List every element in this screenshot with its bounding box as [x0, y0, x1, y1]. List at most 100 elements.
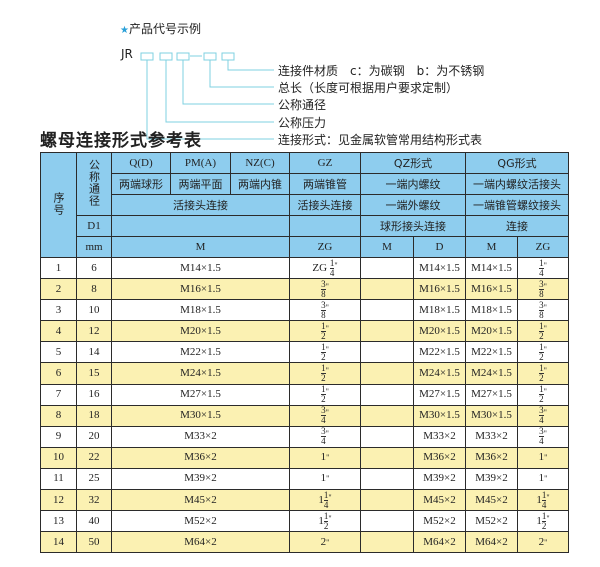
cell-qg-zg: 1 2 "	[517, 320, 570, 343]
thread-size: 3 4 "	[539, 405, 547, 426]
cell-qg-m: M20×1.5	[465, 320, 519, 343]
header-connection: 一端锥管螺纹接头	[465, 194, 570, 216]
cell-m: M16×1.5	[111, 278, 290, 301]
cell-d1: 10	[76, 299, 112, 322]
thread-size: 1 1 2 "	[536, 510, 550, 531]
table-row: 12 32 M45×2 1 1 4 " M45×2 M45×2 1 1 4 "	[40, 489, 570, 512]
star-icon: ★	[120, 25, 129, 36]
cell-qg-m: M14×1.5	[465, 256, 519, 280]
cell-qg-zg: 1"	[517, 467, 570, 491]
cell-qz-m	[360, 362, 414, 385]
thread-size: 3 8 "	[539, 278, 547, 299]
header-connection: 连接	[465, 215, 570, 237]
cell-no: 10	[40, 446, 77, 469]
cell-qg-zg: 3 8 "	[517, 299, 570, 322]
cell-no: 14	[40, 531, 77, 554]
header-nzc: NZ(C)	[230, 152, 290, 174]
header-m: M	[111, 236, 290, 258]
header-zg: ZG	[289, 236, 361, 258]
cell-zg: 3 8 "	[289, 278, 361, 301]
thread-size: 1 2 "	[539, 341, 547, 362]
thread-size: 1 2 "	[321, 363, 329, 384]
cell-d1: 22	[76, 446, 112, 469]
table-row: 2 8 M16×1.5 3 8 " M16×1.5 M16×1.5 3 8 "	[40, 278, 570, 301]
cell-zg: 3 4 "	[289, 404, 361, 427]
table-row: 3 10 M18×1.5 3 8 " M18×1.5 M18×1.5 3 8 "	[40, 299, 570, 322]
header-connection: 活接头连接	[111, 194, 290, 216]
cell-qg-m: M24×1.5	[465, 362, 519, 385]
header-connection: 活接头连接	[289, 194, 361, 216]
cell-d1: 25	[76, 467, 112, 491]
cell-no: 7	[40, 383, 77, 406]
table-row: 6 15 M24×1.5 1 2 " M24×1.5 M24×1.5 1 2 "	[40, 362, 570, 385]
cell-zg: 1"	[289, 467, 361, 491]
cell-m: M39×2	[111, 467, 290, 491]
cell-qg-zg: 1 2 "	[517, 383, 570, 406]
header-nominal: 公称通径	[76, 152, 112, 216]
cell-qz-m	[360, 425, 414, 448]
cell-qz-m	[360, 467, 414, 491]
cell-qg-m: M39×2	[465, 467, 519, 491]
thread-size: 3 4 "	[321, 405, 329, 426]
cell-qz-d: M64×2	[412, 531, 467, 554]
cell-d1: 6	[76, 256, 112, 280]
thread-size: 2"	[538, 535, 548, 548]
cell-qg-zg: 1 2 "	[517, 362, 570, 385]
header-qz: QZ形式	[359, 152, 467, 174]
cell-qg-m: M16×1.5	[465, 278, 519, 301]
cell-m: M30×1.5	[111, 404, 290, 427]
cell-qz-d: M22×1.5	[412, 341, 467, 364]
cell-no: 3	[40, 299, 77, 322]
cell-m: M33×2	[111, 425, 290, 448]
cell-qz-m	[360, 489, 414, 512]
cell-d1: 20	[76, 425, 112, 448]
header-type: 两端球形	[111, 173, 171, 195]
cell-m: M27×1.5	[111, 383, 290, 406]
cell-qg-zg: 1 1 2 "	[517, 510, 570, 533]
cell-m: M64×2	[111, 531, 290, 554]
code-box	[176, 52, 190, 61]
cell-qg-m: M64×2	[465, 531, 519, 554]
cell-zg: 3 8 "	[289, 299, 361, 322]
label-diameter: 公称通径	[278, 98, 327, 112]
thread-size: 1 2 "	[539, 320, 547, 341]
cell-d1: 16	[76, 383, 112, 406]
cell-d1: 8	[76, 278, 112, 301]
header-qg-m: M	[465, 236, 519, 258]
cell-d1: 18	[76, 404, 112, 427]
table-row: 1 6 M14×1.5 ZG 1 4 " M14×1.5 M14×1.5 1 4 "	[40, 256, 570, 280]
cell-qg-m: M52×2	[465, 510, 519, 533]
cell-qg-zg: 1 1 4 "	[517, 489, 570, 512]
thread-size: 1"	[320, 472, 330, 485]
code-box	[221, 52, 235, 61]
section-title: 螺母连接形式参考表	[40, 131, 202, 151]
cell-qz-m	[360, 404, 414, 427]
cell-qz-d: M24×1.5	[412, 362, 467, 385]
cell-qg-zg: 1"	[517, 446, 570, 469]
cell-no: 2	[40, 278, 77, 301]
cell-qz-d: M20×1.5	[412, 320, 467, 343]
label-pressure: 公称压力	[278, 116, 327, 130]
cell-m: M20×1.5	[111, 320, 290, 343]
cell-qz-d: M16×1.5	[412, 278, 467, 301]
thread-size: 3 4 "	[321, 426, 329, 447]
header-qg-zg: ZG	[517, 236, 570, 258]
cell-d1: 50	[76, 531, 112, 554]
cell-qz-m	[360, 446, 414, 469]
header-seq: 序号	[40, 152, 77, 258]
cell-qz-d: M52×2	[412, 510, 467, 533]
